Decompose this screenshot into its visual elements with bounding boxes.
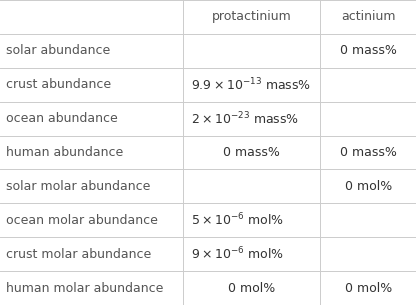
- Text: 0 mol%: 0 mol%: [228, 282, 275, 295]
- Text: crust molar abundance: crust molar abundance: [6, 248, 151, 261]
- Text: human abundance: human abundance: [6, 146, 124, 159]
- Text: 0 mol%: 0 mol%: [344, 282, 392, 295]
- Text: human molar abundance: human molar abundance: [6, 282, 163, 295]
- Text: protactinium: protactinium: [212, 10, 292, 23]
- Text: solar molar abundance: solar molar abundance: [6, 180, 151, 193]
- Text: actinium: actinium: [341, 10, 396, 23]
- Text: $2\times10^{-23}$ mass%: $2\times10^{-23}$ mass%: [191, 110, 300, 127]
- Text: 0 mass%: 0 mass%: [223, 146, 280, 159]
- Text: crust abundance: crust abundance: [6, 78, 111, 91]
- Text: ocean molar abundance: ocean molar abundance: [6, 214, 158, 227]
- Text: 0 mol%: 0 mol%: [344, 180, 392, 193]
- Text: ocean abundance: ocean abundance: [6, 112, 118, 125]
- Text: 0 mass%: 0 mass%: [340, 146, 396, 159]
- Text: $5\times10^{-6}$ mol%: $5\times10^{-6}$ mol%: [191, 212, 285, 228]
- Text: $9\times10^{-6}$ mol%: $9\times10^{-6}$ mol%: [191, 246, 285, 263]
- Text: 0 mass%: 0 mass%: [340, 44, 396, 57]
- Text: solar abundance: solar abundance: [6, 44, 111, 57]
- Text: $9.9\times10^{-13}$ mass%: $9.9\times10^{-13}$ mass%: [191, 77, 312, 93]
